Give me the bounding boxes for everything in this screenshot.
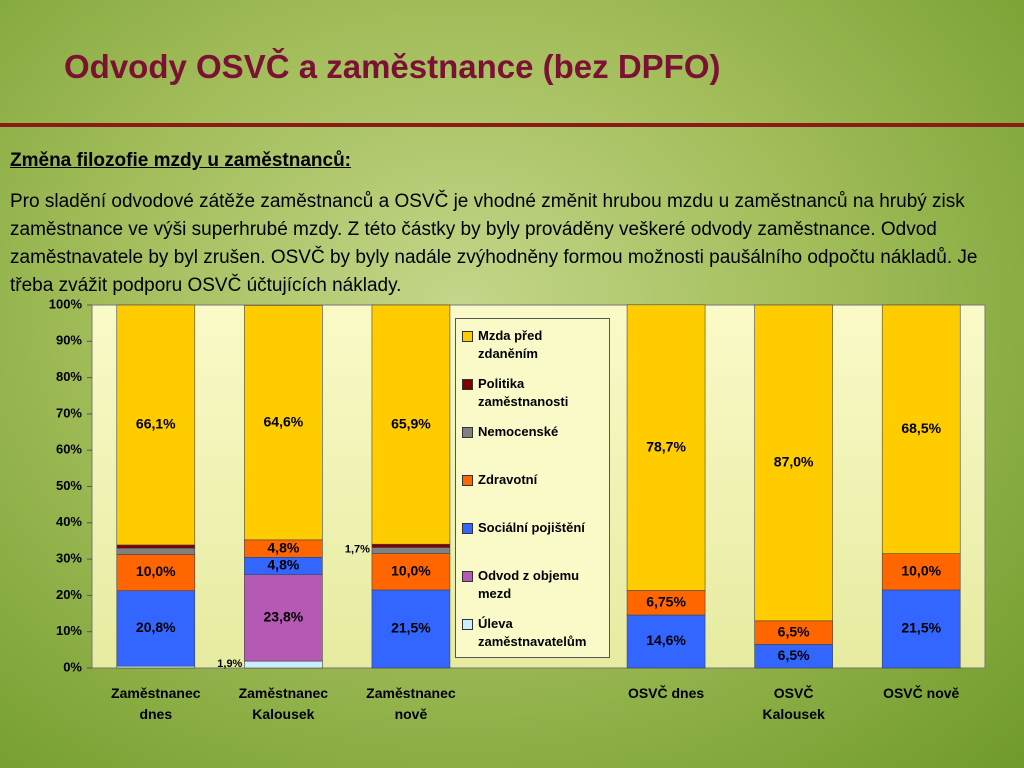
legend-swatch — [462, 331, 473, 342]
y-tick-label: 80% — [56, 369, 82, 384]
data-label: 20,8% — [136, 619, 176, 635]
data-label: 6,75% — [646, 593, 686, 609]
data-label: 23,8% — [264, 609, 304, 625]
legend-entry: Sociální pojištění — [462, 519, 602, 537]
data-label: 21,5% — [391, 620, 431, 636]
y-tick-label: 20% — [56, 587, 82, 602]
bar-segment — [626, 590, 706, 616]
bar-segment — [116, 544, 196, 549]
data-label: 1,7% — [345, 544, 370, 556]
legend-entry: Úleva zaměstnavatelům — [462, 615, 602, 651]
data-label: 6,5% — [778, 647, 810, 663]
legend-swatch — [462, 571, 473, 582]
y-tick-label: 70% — [56, 405, 82, 420]
data-label: 4,8% — [267, 557, 299, 573]
paragraph: Pro sladění odvodové zátěže zaměstnanců … — [10, 191, 978, 296]
y-tick-label: 10% — [56, 623, 82, 638]
data-label: 87,0% — [774, 454, 814, 470]
legend-entry: Zdravotní — [462, 471, 602, 489]
y-tick-label: 90% — [56, 333, 82, 348]
y-tick-label: 0% — [63, 659, 82, 674]
bar-segment — [371, 543, 451, 548]
x-tick-label: OSVČ nově — [883, 685, 960, 701]
bar-segment — [754, 304, 833, 622]
heading: Změna filozofie mzdy u zaměstnanců: — [10, 150, 351, 171]
y-tick-label: 50% — [56, 478, 82, 493]
bar-segment — [371, 304, 451, 545]
legend-swatch — [462, 379, 473, 390]
legend-entry: Mzda před zdaněním — [462, 327, 602, 363]
title: Odvody OSVČ a zaměstnance (bez DPFO) — [64, 48, 721, 85]
y-tick-label: 60% — [56, 442, 82, 457]
legend-entry: Nemocenské — [462, 423, 602, 441]
data-label: 10,0% — [901, 563, 941, 579]
y-tick-label: 30% — [56, 551, 82, 566]
bar-segment — [371, 589, 451, 669]
x-tick-label: OSVČ dnes — [627, 685, 705, 701]
legend-swatch — [462, 427, 473, 438]
bar-segment — [116, 590, 196, 667]
bar-segment — [116, 554, 196, 591]
data-label: 64,6% — [264, 413, 304, 429]
x-tick-label: Zaměstnanec dnes — [111, 685, 201, 722]
data-label: 1,9% — [217, 658, 242, 670]
data-label: 65,9% — [391, 415, 431, 431]
data-label: 10,0% — [391, 563, 431, 579]
bar-segment — [371, 553, 451, 591]
bar-segment — [371, 547, 451, 554]
data-label: 66,1% — [136, 416, 176, 432]
data-label: 78,7% — [646, 438, 686, 454]
bar-segment — [116, 547, 196, 555]
divider — [0, 123, 1024, 127]
data-label: 6,5% — [778, 623, 810, 639]
bar-segment — [881, 304, 961, 554]
bar-segment — [881, 589, 961, 669]
data-label: 68,5% — [901, 420, 941, 436]
data-label: 14,6% — [646, 632, 686, 648]
bar-segment — [626, 614, 706, 669]
x-tick-label: Zaměstnanec nově — [366, 685, 456, 722]
legend-swatch — [462, 619, 473, 630]
y-tick-label: 100% — [49, 296, 83, 311]
data-label: 21,5% — [901, 620, 941, 636]
bar-segment — [116, 304, 196, 546]
data-label: 4,8% — [267, 539, 299, 555]
bar-segment — [626, 304, 706, 591]
y-tick-label: 40% — [56, 514, 82, 529]
legend-entry: Odvod z objemu mezd — [462, 567, 602, 603]
legend-swatch — [462, 475, 473, 486]
bar-segment — [244, 305, 323, 541]
x-tick-label: Zaměstnanec Kalousek — [238, 685, 329, 722]
data-label: 10,0% — [136, 563, 176, 579]
legend: Mzda před zdaněním Politika zaměstnanosti… — [455, 318, 610, 658]
legend-swatch — [462, 523, 473, 534]
bar-segment — [244, 660, 323, 669]
legend-entry: Politika zaměstnanosti — [462, 375, 602, 411]
bar-segment — [244, 574, 323, 662]
x-tick-label: OSVČ Kalousek — [762, 685, 825, 722]
